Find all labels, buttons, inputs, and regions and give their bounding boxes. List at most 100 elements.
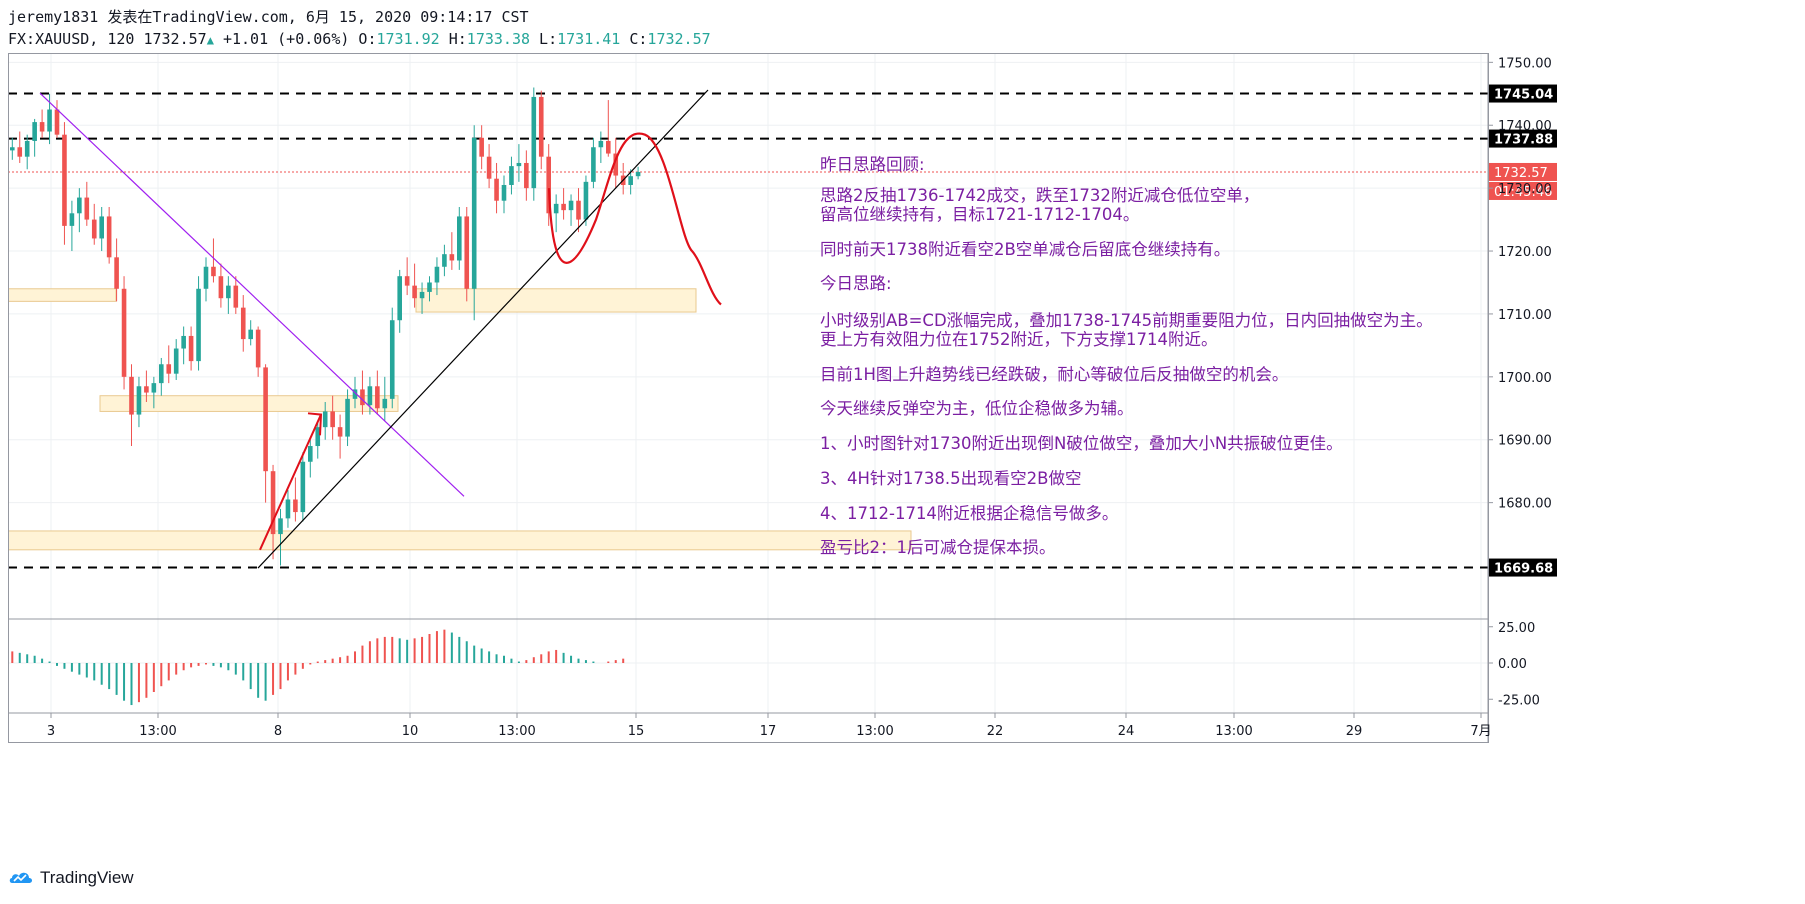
level-price-label: 1669.68 (1494, 562, 1553, 577)
price-tick-label: 1710.00 (1498, 308, 1552, 323)
time-tick-label: 10 (402, 724, 419, 739)
time-tick-label: 24 (1118, 724, 1135, 739)
annotation-line: 盈亏比2：1后可减仓提保本损。 (820, 538, 1056, 557)
candle-body (278, 518, 283, 535)
annotation-line: 今天继续反弹空为主，低位企稳做多为辅。 (820, 399, 1134, 418)
up-arrow-icon: ▲ (206, 33, 214, 47)
price-zone (7, 288, 117, 302)
candle-body (255, 329, 261, 368)
candle-body (84, 197, 90, 220)
tradingview-brand: TradingView (40, 868, 134, 887)
candle-body (263, 367, 268, 472)
candle-body (389, 320, 395, 399)
candle-body (248, 329, 253, 340)
price-tick-label: 1720.00 (1498, 245, 1552, 260)
candle-body (509, 166, 514, 185)
candle-body (54, 109, 60, 135)
close-value: 1732.57 (647, 30, 711, 48)
annotation-line: 4、1712-1714附近根据企稳信号做多。 (820, 504, 1118, 523)
annotation-line: 留高位继续持有，目标1721-1712-1704。 (820, 205, 1139, 224)
candle-body (635, 171, 641, 177)
time-tick-label: 13:00 (498, 724, 535, 739)
level-price-tag (1489, 84, 1557, 103)
candle-body (449, 254, 455, 261)
price-tick-label: 1740.00 (1498, 119, 1552, 134)
countdown-label: 01:45:46 (1494, 185, 1552, 200)
red-arrow-line (259, 414, 322, 551)
level-price-tag (1489, 558, 1557, 577)
candle-body (211, 266, 216, 277)
candle-body (17, 147, 23, 157)
candle-body (479, 137, 484, 157)
candle-body (91, 219, 97, 239)
candle-body (151, 383, 157, 393)
candle-body (173, 348, 179, 374)
candle-body (568, 200, 574, 211)
time-tick-label: 13:00 (139, 724, 176, 739)
resistance-trendline (39, 92, 465, 497)
candle-body (285, 499, 291, 519)
candle-body (583, 181, 589, 220)
candle-body (598, 140, 604, 148)
candle-body (32, 122, 37, 141)
time-tick-label: 13:00 (1215, 724, 1252, 739)
candle-body (457, 216, 462, 261)
candle-body (136, 386, 142, 415)
price-tick-label: 1750.00 (1498, 56, 1552, 71)
candles (10, 87, 641, 566)
red-arrow-head (307, 412, 323, 436)
osc-tick-label: 25.00 (1498, 621, 1535, 636)
price-change: +1.01 (+0.06%) (222, 30, 350, 48)
level-price-label: 1737.88 (1494, 133, 1553, 148)
level-price-label: 1745.04 (1494, 88, 1553, 103)
high-label: H: (448, 30, 467, 48)
candle-body (591, 147, 596, 182)
drawings (39, 89, 722, 569)
price-tick-label: 1690.00 (1498, 434, 1552, 449)
candle-body (367, 386, 373, 406)
candle-body (345, 398, 350, 437)
candle-body (77, 197, 82, 214)
candle-body (330, 411, 335, 428)
symbol-info-line: FX:XAUUSD, 120 1732.57▲ +1.01 (+0.06%) O… (8, 30, 711, 48)
candle-body (322, 411, 328, 428)
candle-body (315, 427, 321, 447)
horizontal-levels: 1745.04 1737.88 1669.68 1732.57 01:45:46 (8, 84, 1557, 577)
open-value: 1731.92 (376, 30, 440, 48)
time-tick-label: 29 (1346, 724, 1363, 739)
author-line: jeremy1831 发表在TradingView.com, 6月 15, 20… (8, 8, 529, 26)
candle-body (114, 257, 119, 289)
price-tick-label: 1700.00 (1498, 371, 1552, 386)
candle-body (293, 499, 298, 513)
candle-body (129, 376, 134, 415)
candle-body (69, 213, 75, 226)
price-chart[interactable]: 1745.04 1737.88 1669.68 1732.57 01:45:46 3 13… (7, 53, 1795, 823)
time-tick-label: 17 (760, 724, 777, 739)
candle-body (226, 285, 231, 299)
candle-body (233, 285, 239, 308)
candle-body (494, 178, 499, 201)
annotation-line: 1、小时图针对1730附近出现倒N破位做空，叠加大小N共振破位更佳。 (820, 434, 1343, 453)
candle-body (606, 140, 611, 154)
candle-body (240, 307, 246, 340)
level-price-tag (1489, 129, 1557, 148)
candle-body (99, 216, 104, 239)
axes: 3 13:00 8 10 13:00 15 17 13:00 22 24 13:00 29 7月 1750… (8, 53, 1552, 743)
candle-body (10, 147, 15, 151)
osc-tick-label: -25.00 (1498, 693, 1540, 708)
candle-body (166, 364, 172, 374)
candle-body (382, 398, 388, 409)
candle-body (181, 335, 186, 349)
last-price: 1732.57 (143, 30, 207, 48)
candle-body (39, 122, 45, 132)
candle-body (121, 288, 127, 377)
candle-body (531, 96, 537, 189)
low-label: L: (539, 30, 558, 48)
price-tick-label: 1680.00 (1498, 497, 1552, 512)
chart-area[interactable]: 1745.04 1737.88 1669.68 1732.57 01:45:46 3 13… (7, 53, 1711, 823)
tradingview-logo[interactable]: TradingView (8, 868, 134, 888)
candle-body (546, 156, 551, 214)
candle-body (553, 203, 559, 214)
candle-body (524, 162, 529, 189)
symbol-label[interactable]: FX:XAUUSD, 120 (8, 30, 135, 48)
